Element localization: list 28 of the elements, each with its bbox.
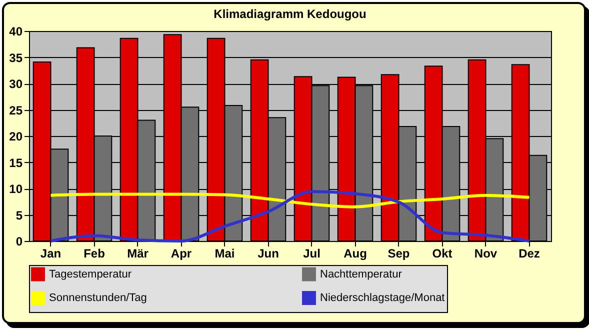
legend-label: Nachttemperatur (320, 268, 402, 280)
x-tick-label: Jan (40, 246, 62, 260)
legend-label: Sonnenstunden/Tag (49, 292, 147, 304)
y-tick-label: 15 (9, 156, 23, 170)
x-tick-label: Mär (127, 246, 149, 260)
x-tick-label: Okt (432, 246, 452, 260)
legend-label: Niederschlagstage/Monat (320, 292, 445, 304)
y-tick-label: 10 (9, 182, 23, 196)
x-tick-label: Jul (303, 246, 320, 260)
x-tick-label: Dez (518, 246, 540, 260)
x-tick-label: Apr (170, 246, 192, 260)
y-tick-label: 20 (9, 130, 23, 144)
y-tick-label: 0 (16, 234, 23, 248)
x-tick-label: Aug (344, 246, 367, 260)
legend-label: Tagestemperatur (49, 268, 132, 280)
chart-title: Klimadiagramm Kedougou (214, 7, 366, 21)
y-tick-label: 25 (9, 103, 23, 118)
line-series (49, 192, 531, 208)
y-tick-label: 5 (16, 208, 23, 222)
x-tick-label: Mai (214, 246, 235, 260)
x-tick-label: Feb (84, 246, 105, 260)
y-tick-label: 35 (9, 50, 23, 65)
x-tick-label: Jun (258, 246, 279, 260)
y-tick-label: 40 (9, 24, 23, 38)
x-tick-label: Nov (474, 246, 498, 260)
line-series (49, 190, 531, 242)
x-tick-label: Sep (388, 246, 410, 260)
y-tick-label: 30 (9, 77, 23, 91)
